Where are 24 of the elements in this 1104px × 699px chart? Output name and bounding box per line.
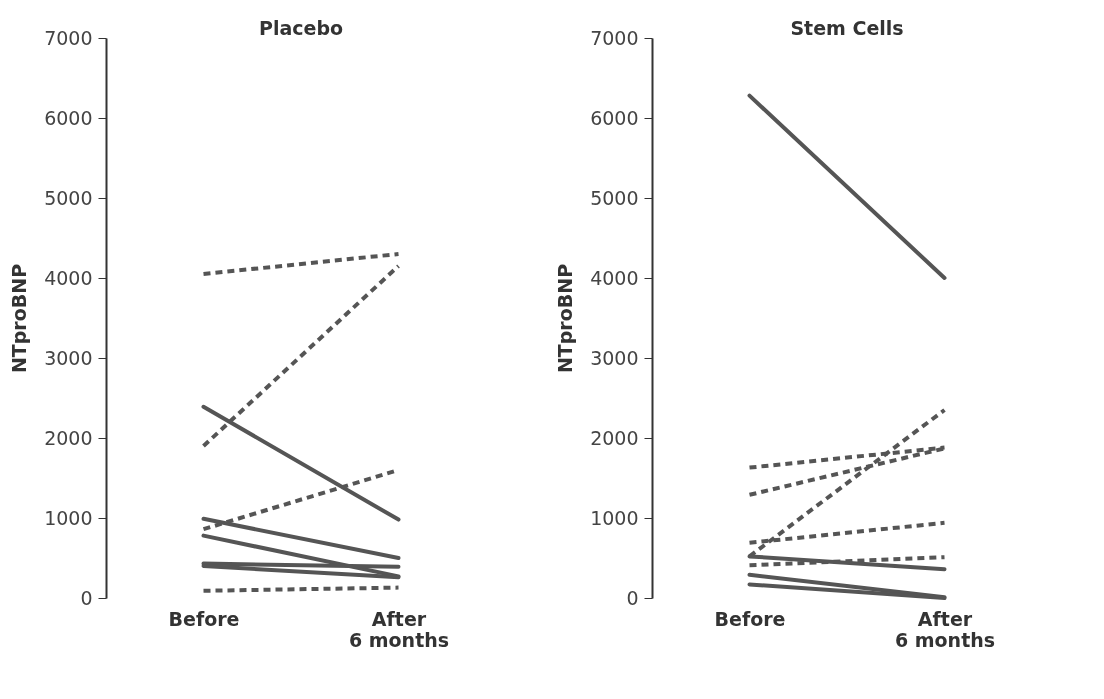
y-tick-label: 3000 — [44, 346, 93, 369]
x-tick-label: After 6 months — [348, 607, 450, 651]
y-tick-label: 7000 — [590, 26, 639, 49]
y-tick-label: 5000 — [44, 186, 93, 209]
y-tick-label: 7000 — [44, 26, 93, 49]
x-tick-label: Before — [168, 607, 240, 630]
x-tick-label: Before — [714, 607, 786, 630]
chart-title: Stem Cells — [790, 17, 904, 39]
y-tick-label: 0 — [80, 586, 93, 609]
y-tick-label: 4000 — [590, 266, 639, 289]
chart-title: Placebo — [258, 17, 344, 39]
y-tick-label: 6000 — [590, 106, 639, 129]
y-tick-label: 3000 — [590, 346, 639, 369]
y-tick-label: 5000 — [590, 186, 639, 209]
x-tick-label: After 6 months — [894, 607, 996, 651]
y-axis-title: NTproBNP — [8, 263, 31, 374]
y-tick-label: 4000 — [44, 266, 93, 289]
y-tick-label: 2000 — [590, 426, 639, 449]
y-tick-label: 0 — [626, 586, 639, 609]
y-tick-label: 2000 — [44, 426, 93, 449]
y-axis-title: NTproBNP — [554, 263, 577, 374]
y-tick-label: 6000 — [44, 106, 93, 129]
y-tick-label: 1000 — [44, 506, 93, 529]
y-tick-label: 1000 — [590, 506, 639, 529]
